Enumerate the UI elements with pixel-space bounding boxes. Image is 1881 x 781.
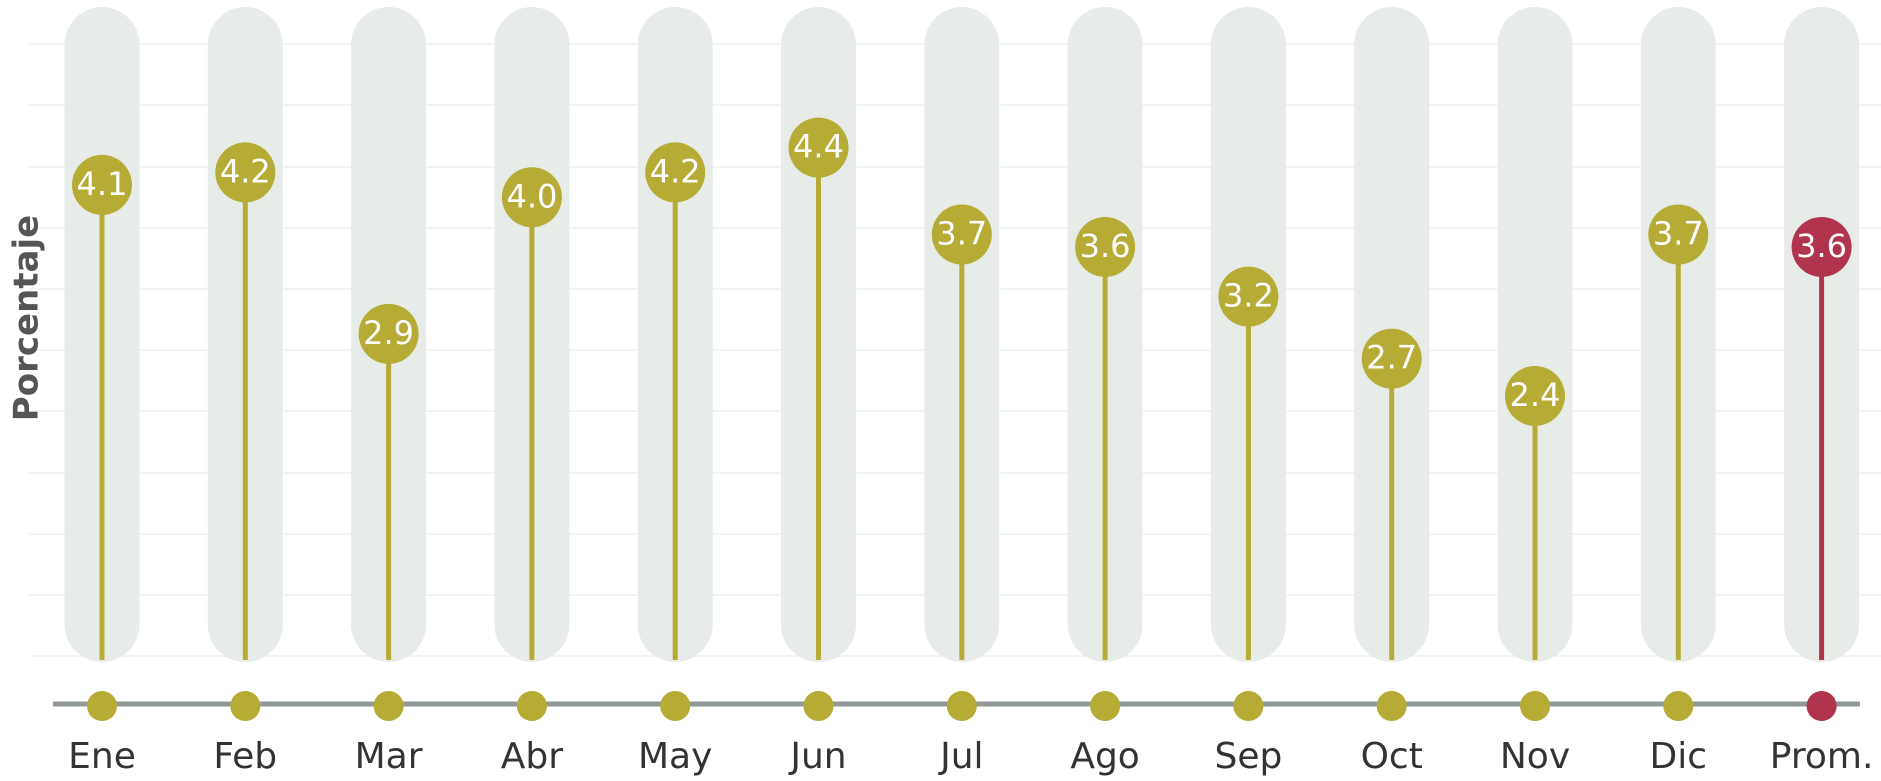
axis-dot: [1090, 691, 1121, 721]
x-tick-label: Ene: [68, 736, 136, 777]
value-label: 2.7: [1366, 339, 1417, 377]
value-label: 4.2: [650, 152, 701, 190]
x-tick-label: Oct: [1361, 736, 1423, 777]
value-label: 4.2: [220, 152, 271, 190]
axis-dot: [1233, 691, 1264, 721]
point: [358, 303, 419, 364]
value-label: 2.9: [363, 314, 414, 352]
point: [1505, 365, 1565, 426]
axis-dot: [946, 691, 977, 721]
point: [72, 154, 132, 215]
point: [1791, 216, 1852, 277]
x-tick-label: Mar: [355, 736, 423, 777]
value-label: 3.7: [936, 215, 987, 253]
axis-dot: [1806, 691, 1837, 721]
point: [1361, 328, 1422, 389]
y-axis-label: Porcentaje: [7, 215, 47, 421]
axis-dot: [1520, 691, 1550, 721]
axis-dot: [373, 691, 404, 721]
axis-dot: [230, 691, 261, 721]
value-label: 2.4: [1510, 376, 1561, 414]
x-tick-label: May: [638, 736, 712, 777]
value-label: 3.7: [1653, 215, 1704, 253]
axis-dot: [87, 691, 117, 721]
axis-dot: [660, 691, 691, 721]
column-track: [1497, 7, 1573, 662]
value-label: 4.1: [77, 165, 128, 203]
point: [501, 167, 562, 228]
axis-dot: [1663, 691, 1694, 721]
x-tick-label: Jul: [938, 736, 983, 777]
point: [931, 204, 992, 265]
point: [788, 117, 849, 178]
point: [1218, 266, 1279, 327]
value-label: 4.0: [506, 177, 557, 215]
value-label: 3.6: [1080, 227, 1131, 265]
x-tick-label: Feb: [213, 736, 277, 777]
point: [215, 142, 276, 203]
axis-dot: [1376, 691, 1407, 721]
value-label: 4.4: [793, 128, 844, 166]
x-tick-label: Abr: [501, 736, 563, 777]
value-label: 3.6: [1796, 227, 1847, 265]
point: [1648, 204, 1709, 265]
value-label: 3.2: [1223, 277, 1274, 315]
x-tick-label: Jun: [788, 736, 846, 777]
x-tick-label: Prom.: [1770, 736, 1874, 777]
x-tick-label: Sep: [1214, 736, 1282, 777]
x-tick-label: Dic: [1650, 736, 1708, 777]
x-tick-label: Ago: [1070, 736, 1140, 777]
x-tick-label: Nov: [1500, 736, 1570, 777]
point: [1075, 216, 1136, 277]
point: [645, 142, 706, 203]
axis-dot: [803, 691, 834, 721]
axis-dot: [516, 691, 547, 721]
